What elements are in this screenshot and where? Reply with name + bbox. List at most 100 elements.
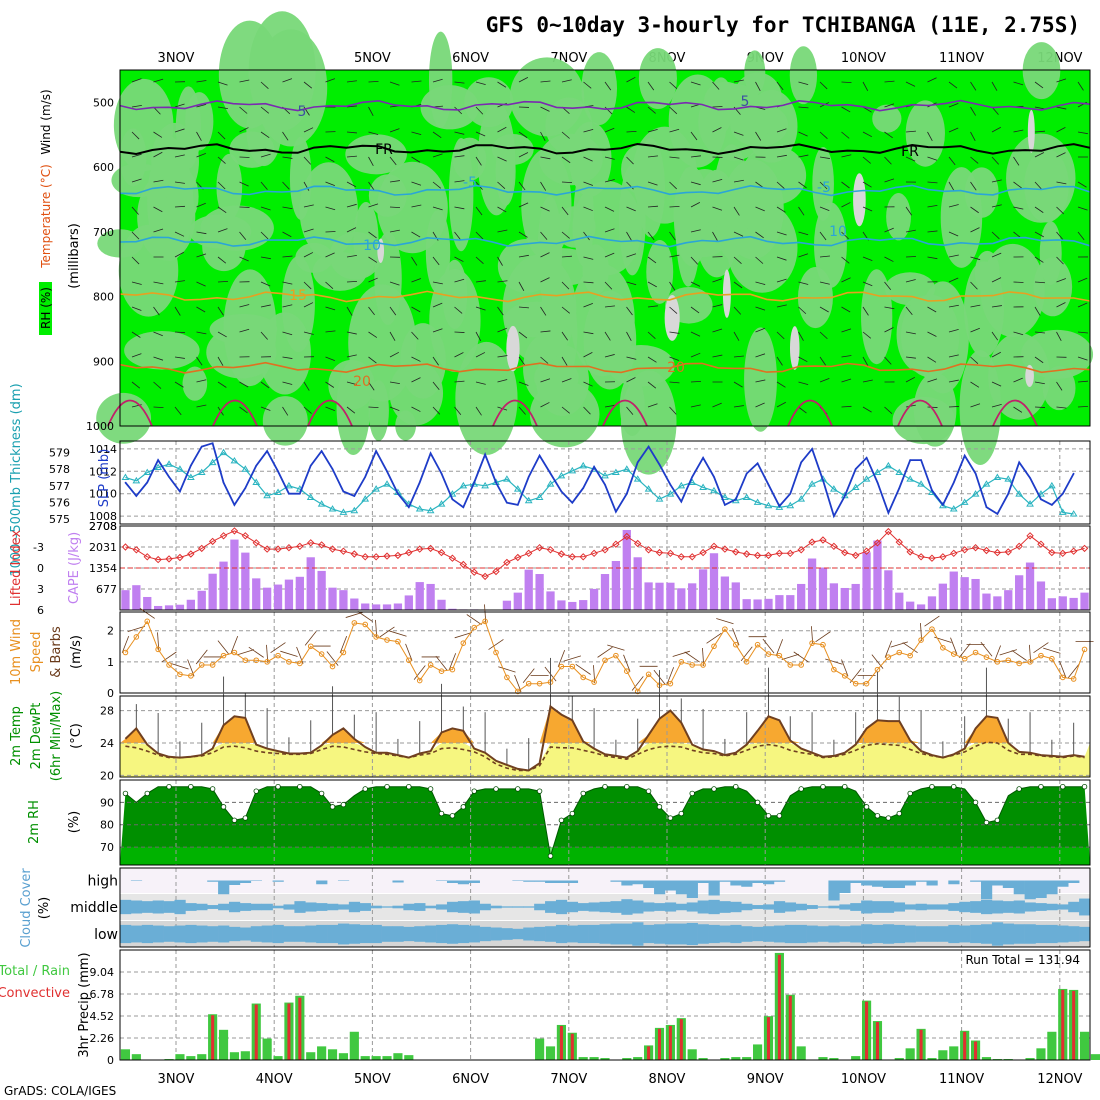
contour-line-25 xyxy=(307,399,353,427)
wind-barb-10m xyxy=(139,607,155,619)
rh-point xyxy=(384,784,390,790)
wind-barb-10m xyxy=(575,664,591,675)
cape-bar xyxy=(829,583,839,610)
cloud-bar-high xyxy=(981,880,993,900)
cloud-bar-low xyxy=(250,926,262,942)
panel-frame xyxy=(119,525,1091,611)
cloud-bar-low xyxy=(523,927,535,941)
cloud-bar-middle xyxy=(893,902,906,912)
cape-bar xyxy=(164,605,174,610)
wind-barb-10m xyxy=(326,651,339,666)
thickness-point xyxy=(230,456,239,464)
wind-barb xyxy=(1013,181,1022,189)
lifted-index-point xyxy=(1026,532,1034,540)
wind-barb xyxy=(798,381,809,386)
wind-barb xyxy=(454,406,462,415)
cape-bar xyxy=(154,605,163,610)
wind-barb xyxy=(497,256,503,266)
wind-barb xyxy=(368,277,378,283)
cloud-bar-middle xyxy=(555,899,568,915)
wind-barb-10m xyxy=(920,623,923,642)
wind-barb xyxy=(346,406,356,414)
precip-total-bar xyxy=(687,1049,697,1060)
wind-barb xyxy=(690,281,701,287)
wind-barb xyxy=(884,178,895,183)
rh-dry-area xyxy=(425,209,451,294)
cape-bar xyxy=(1015,575,1024,610)
wind-barb-10m xyxy=(950,637,958,655)
cloud-bar-middle xyxy=(392,905,404,909)
wind-barb xyxy=(669,205,680,208)
precip-convective-bar xyxy=(788,995,792,1060)
lifted-index-point xyxy=(1004,548,1012,556)
cape-bar xyxy=(622,529,631,610)
wind-barb xyxy=(776,206,786,213)
wind-barb-10m xyxy=(127,625,146,632)
precip-total-bar xyxy=(927,1058,937,1060)
wind-barb xyxy=(389,381,400,385)
wind-barb xyxy=(776,128,787,133)
wind-speed-point xyxy=(133,634,140,640)
wind-barb xyxy=(561,131,570,139)
rh-point xyxy=(678,810,684,817)
date-tick-bottom: 7NOV xyxy=(550,1072,587,1087)
cape-bar xyxy=(350,598,359,610)
wind-barb-10m xyxy=(607,644,625,651)
cloud-bar-high xyxy=(719,880,731,882)
cape-bar xyxy=(644,582,653,610)
wind-barb xyxy=(303,406,312,414)
precip-total-bar xyxy=(186,1056,196,1060)
wind-barb-10m xyxy=(448,653,457,671)
cape-bar xyxy=(404,595,413,610)
lifted-index-point xyxy=(198,544,206,553)
wind-barb xyxy=(454,331,465,333)
slp-point xyxy=(734,498,737,501)
lifted-index-point xyxy=(960,546,969,554)
wind-barb xyxy=(260,206,271,211)
slp-point xyxy=(680,500,683,503)
cape-bar xyxy=(589,588,599,610)
rh-very-dry-area xyxy=(506,325,520,372)
wind-barb xyxy=(432,281,443,285)
cloud-bar-middle xyxy=(228,901,241,913)
cloud-bar-low xyxy=(152,925,164,943)
slp-point xyxy=(299,492,301,495)
cloud-bar-low xyxy=(763,926,775,942)
cape-tick: 2031 xyxy=(89,541,117,554)
slp-point xyxy=(996,513,999,515)
wind-barb xyxy=(540,402,550,408)
wind-barb xyxy=(884,356,892,365)
wind-barb xyxy=(970,206,979,214)
slp-tick: 1014 xyxy=(89,443,117,456)
thickness-point xyxy=(317,500,326,507)
wind-barb xyxy=(819,156,830,159)
cloud-bar-high xyxy=(621,880,633,886)
wind-speed-point xyxy=(373,634,379,640)
cloud-bar-low xyxy=(534,926,546,942)
precip-convective-bar xyxy=(919,1029,923,1060)
wind-barb xyxy=(540,131,546,142)
rh-point xyxy=(820,784,826,790)
wind-speed-point xyxy=(754,641,761,648)
thickness-point xyxy=(415,505,424,512)
cloud-bar-low xyxy=(207,926,219,942)
cloud-bar-low xyxy=(981,924,993,944)
wind-barb xyxy=(368,156,374,166)
wind-barb xyxy=(991,305,1002,308)
thickness-point xyxy=(862,475,871,482)
lifted-index-point xyxy=(350,550,359,558)
cape-bar xyxy=(241,552,250,610)
wind-speed-point xyxy=(776,652,783,659)
run-total-annotation: Run Total = 131.94 xyxy=(965,953,1080,967)
cape-bar xyxy=(546,591,555,610)
thickness-point xyxy=(437,500,446,507)
wind-barb xyxy=(991,179,1002,183)
wind-barb xyxy=(561,206,569,216)
precip-total-bar xyxy=(796,1046,806,1060)
wind-speed-point xyxy=(275,652,281,659)
cloud-bar-middle xyxy=(959,901,971,913)
wind-barb xyxy=(1077,206,1088,211)
rh-point xyxy=(754,799,761,806)
wind-barb xyxy=(690,155,701,158)
cloud-bar-middle xyxy=(643,902,655,912)
